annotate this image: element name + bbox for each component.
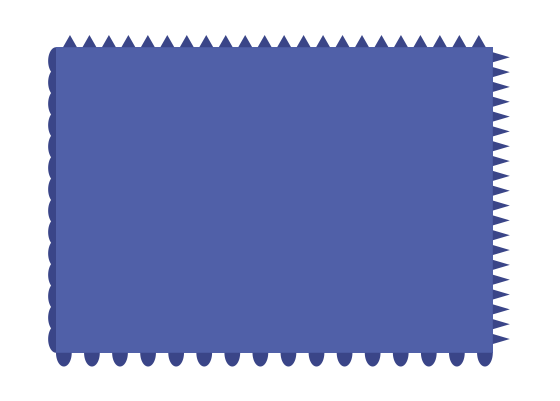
Polygon shape	[493, 186, 510, 196]
Polygon shape	[253, 353, 268, 367]
Polygon shape	[48, 197, 56, 225]
Polygon shape	[413, 36, 427, 48]
Polygon shape	[48, 304, 56, 332]
Polygon shape	[48, 91, 56, 118]
Polygon shape	[493, 83, 510, 93]
Polygon shape	[225, 353, 240, 367]
Polygon shape	[102, 36, 116, 48]
Polygon shape	[238, 36, 252, 48]
Polygon shape	[48, 283, 56, 310]
Polygon shape	[493, 172, 510, 182]
Polygon shape	[277, 36, 291, 48]
Polygon shape	[219, 36, 233, 48]
Polygon shape	[449, 353, 465, 367]
Polygon shape	[433, 36, 447, 48]
Polygon shape	[297, 36, 311, 48]
Polygon shape	[493, 112, 510, 122]
Polygon shape	[82, 36, 96, 48]
Polygon shape	[421, 353, 437, 367]
Polygon shape	[337, 353, 352, 367]
Polygon shape	[48, 261, 56, 289]
Polygon shape	[48, 112, 56, 140]
Polygon shape	[493, 305, 510, 315]
Polygon shape	[197, 353, 212, 367]
Polygon shape	[316, 36, 330, 48]
Polygon shape	[141, 36, 155, 48]
Polygon shape	[169, 353, 184, 367]
Polygon shape	[48, 48, 56, 75]
Polygon shape	[56, 353, 72, 367]
Polygon shape	[335, 36, 349, 48]
Polygon shape	[493, 68, 510, 78]
Polygon shape	[493, 201, 510, 211]
Polygon shape	[48, 155, 56, 182]
Polygon shape	[493, 290, 510, 300]
Polygon shape	[493, 334, 510, 344]
Polygon shape	[477, 353, 493, 367]
Polygon shape	[160, 36, 174, 48]
Polygon shape	[180, 36, 194, 48]
Polygon shape	[48, 176, 56, 204]
Polygon shape	[63, 36, 77, 48]
Polygon shape	[365, 353, 380, 367]
Polygon shape	[493, 245, 510, 255]
Polygon shape	[48, 240, 56, 267]
Polygon shape	[48, 134, 56, 161]
Polygon shape	[493, 97, 510, 107]
Polygon shape	[48, 326, 56, 353]
Polygon shape	[199, 36, 213, 48]
Polygon shape	[393, 353, 409, 367]
Polygon shape	[493, 231, 510, 241]
Polygon shape	[258, 36, 272, 48]
Polygon shape	[140, 353, 156, 367]
Polygon shape	[493, 142, 510, 152]
Polygon shape	[375, 36, 389, 48]
Polygon shape	[84, 353, 100, 367]
Polygon shape	[493, 157, 510, 167]
Polygon shape	[452, 36, 466, 48]
Polygon shape	[309, 353, 324, 367]
Bar	[56, 48, 493, 353]
Polygon shape	[281, 353, 296, 367]
Polygon shape	[493, 319, 510, 329]
Polygon shape	[493, 275, 510, 285]
Polygon shape	[493, 127, 510, 137]
Polygon shape	[493, 216, 510, 226]
Polygon shape	[493, 53, 510, 63]
Polygon shape	[112, 353, 128, 367]
Polygon shape	[48, 219, 56, 246]
Polygon shape	[472, 36, 486, 48]
Polygon shape	[394, 36, 408, 48]
Polygon shape	[48, 69, 56, 97]
Polygon shape	[355, 36, 369, 48]
Polygon shape	[122, 36, 136, 48]
Polygon shape	[493, 260, 510, 270]
